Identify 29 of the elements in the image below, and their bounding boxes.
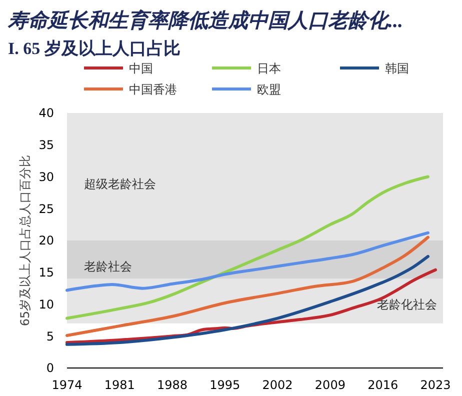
x-tick-label: 2016 [368,378,398,392]
legend-label: 韩国 [385,62,409,76]
chart-title: 寿命延长和生育率降低造成中国人口老龄化... [7,9,403,32]
y-tick-label: 35 [38,138,54,152]
y-tick-label: 0 [46,361,54,376]
x-tick-label: 1995 [210,378,240,392]
band-label: 老龄社会 [84,259,132,274]
y-axis-title: 65岁及以上人口占总人口百分比 [18,154,32,326]
chart-subtitle: I. 65 岁及以上人口占比 [8,39,180,58]
x-tick-label: 2023 [420,378,451,392]
y-tick-label: 30 [38,170,54,184]
y-tick-label: 5 [46,329,54,344]
legend-label: 欧盟 [257,82,281,96]
y-tick-label: 10 [38,297,54,312]
x-tick-label: 2002 [262,378,293,392]
legend-label: 中国香港 [129,82,177,96]
line-series [66,231,430,292]
band-label: 超级老龄社会 [84,177,156,192]
legend-label: 日本 [257,62,281,76]
x-tick-label: 2009 [314,378,346,392]
legend-label: 中国 [129,62,153,76]
y-tick-label: 15 [38,266,54,280]
y-tick-label: 40 [38,106,54,120]
y-tick-label: 20 [38,234,54,248]
band-label: 老龄化社会 [377,297,437,312]
x-tick-label: 1981 [104,378,135,392]
y-tick-label: 25 [38,202,54,216]
x-tick-label: 1988 [157,378,188,392]
x-tick-label: 1974 [52,378,82,392]
